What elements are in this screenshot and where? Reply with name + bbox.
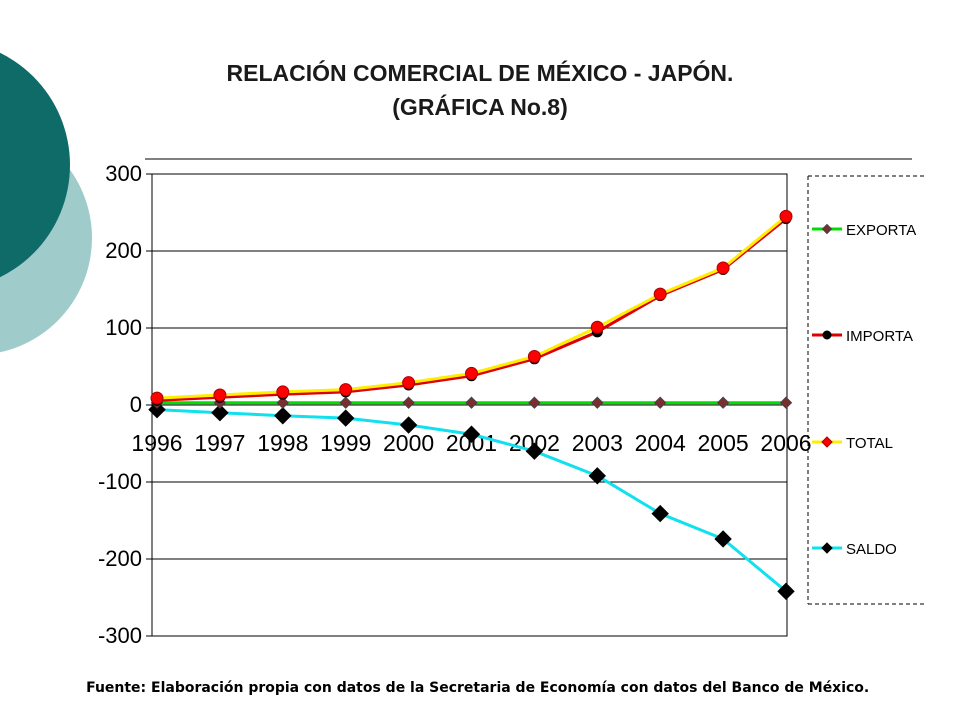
data-point-saldo <box>148 400 166 419</box>
y-tick-label: 300 <box>105 161 142 186</box>
data-point-total <box>150 391 164 405</box>
x-tick-label: 1997 <box>194 430 245 456</box>
data-point-saldo <box>399 416 418 434</box>
y-tick-label: -200 <box>98 546 142 571</box>
chart-title: RELACIÓN COMERCIAL DE MÉXICO - JAPÓN. <box>226 60 734 86</box>
data-point-total <box>779 209 793 223</box>
x-tick-label: 1996 <box>131 430 182 456</box>
legend-marker-saldo <box>821 542 833 554</box>
x-tick-label: 1999 <box>320 430 371 456</box>
x-tick-label: 2000 <box>383 430 434 456</box>
data-point-saldo <box>588 467 607 485</box>
source-note: Fuente: Elaboración propia con datos de … <box>86 680 870 696</box>
data-point-exporta <box>716 396 730 409</box>
data-point-exporta <box>653 396 667 409</box>
x-tick-label: 2006 <box>760 430 811 456</box>
legend-label-saldo: SALDO <box>846 541 897 558</box>
chart-subtitle: (GRÁFICA No.8) <box>392 94 568 120</box>
x-tick-label: 2005 <box>698 430 749 456</box>
y-tick-label: 100 <box>105 315 142 340</box>
data-point-exporta <box>779 396 793 409</box>
data-point-total <box>527 349 541 363</box>
data-point-saldo <box>211 403 229 422</box>
data-point-exporta <box>402 396 415 409</box>
data-point-total <box>213 388 227 402</box>
data-point-exporta <box>276 396 290 409</box>
data-point-total <box>276 385 290 399</box>
data-point-saldo <box>714 530 732 548</box>
legend-label-importa: IMPORTA <box>846 328 913 345</box>
data-point-saldo <box>651 504 669 523</box>
legend-label-total: TOTAL <box>846 435 893 452</box>
y-tick-label: -300 <box>98 623 142 648</box>
legend-marker-total <box>821 436 833 448</box>
data-point-saldo <box>777 582 795 601</box>
data-point-exporta <box>465 396 478 409</box>
data-point-total <box>716 261 730 275</box>
y-tick-label: 200 <box>105 238 142 263</box>
data-point-saldo <box>336 409 355 427</box>
y-tick-label: 0 <box>130 392 142 417</box>
data-point-exporta <box>339 396 352 409</box>
x-tick-label: 2003 <box>572 430 623 456</box>
data-point-total <box>339 383 353 397</box>
data-point-total <box>590 320 604 334</box>
data-point-exporta <box>591 396 604 409</box>
data-point-saldo <box>274 407 292 425</box>
data-point-saldo <box>462 425 481 443</box>
x-tick-label: 2004 <box>635 430 686 456</box>
legend-marker-exporta <box>821 223 833 235</box>
legend-label-exporta: EXPORTA <box>846 222 916 239</box>
data-point-exporta <box>528 396 541 409</box>
data-point-total <box>465 366 478 380</box>
legend-marker-importa <box>822 330 832 340</box>
data-point-total <box>402 376 416 390</box>
x-tick-label: 1998 <box>257 430 308 456</box>
data-point-saldo <box>525 442 544 460</box>
decoration-circle-dark <box>0 52 70 278</box>
y-tick-label: -100 <box>98 469 142 494</box>
data-point-total <box>653 287 667 301</box>
